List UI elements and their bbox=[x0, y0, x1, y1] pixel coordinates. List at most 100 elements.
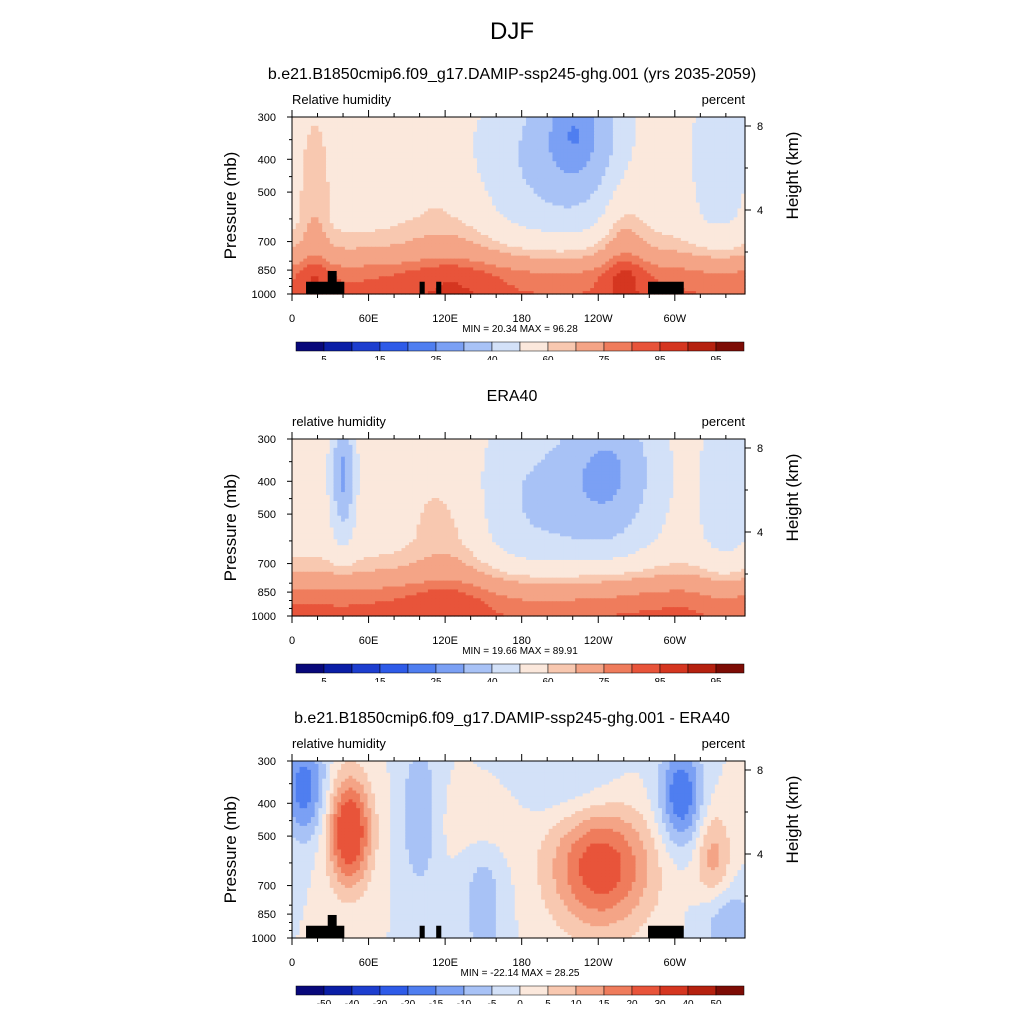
colorbar-swatch bbox=[491, 985, 521, 996]
height-tick-label: 4 bbox=[757, 527, 763, 539]
ylabel-left: Pressure (mb) bbox=[221, 474, 240, 582]
colorbar-label: 85 bbox=[654, 677, 666, 682]
colorbar-swatch bbox=[463, 341, 493, 352]
colorbar-swatch bbox=[379, 985, 409, 996]
colorbar-swatch bbox=[519, 341, 549, 352]
lon-tick-label: 120E bbox=[432, 313, 458, 325]
colorbar-swatch bbox=[603, 341, 633, 352]
colorbar-swatch bbox=[323, 985, 353, 996]
colorbar-swatch bbox=[631, 663, 661, 674]
ylabel-right: Height (km) bbox=[783, 132, 802, 220]
colorbar-label: 60 bbox=[542, 677, 554, 682]
plot-frame bbox=[291, 760, 746, 939]
colorbar-label: 85 bbox=[654, 355, 666, 360]
height-tick-label: 8 bbox=[757, 121, 763, 133]
pressure-tick-label: 700 bbox=[258, 237, 276, 249]
colorbar-label: -30 bbox=[373, 999, 388, 1004]
lon-tick-label: 120W bbox=[584, 957, 613, 969]
colorbar-label: 20 bbox=[626, 999, 638, 1004]
colorbar: -50-40-30-20-15-10-505101520304050 bbox=[295, 985, 745, 1004]
pressure-tick-label: 500 bbox=[258, 187, 276, 199]
ylabel-left: Pressure (mb) bbox=[221, 796, 240, 904]
page-title: DJF bbox=[0, 18, 1024, 46]
lon-tick-label: 60E bbox=[359, 635, 379, 647]
colorbar-swatch bbox=[687, 341, 717, 352]
pressure-tick-label: 1000 bbox=[252, 933, 276, 945]
colorbar-label: -10 bbox=[457, 999, 472, 1004]
colorbar-swatch bbox=[351, 663, 381, 674]
lon-tick-label: 0 bbox=[289, 635, 295, 647]
lon-tick-label: 120W bbox=[584, 313, 613, 325]
topography-block bbox=[648, 925, 684, 938]
colorbar-swatch bbox=[491, 663, 521, 674]
lon-tick-label: 60W bbox=[664, 957, 687, 969]
pressure-tick-label: 300 bbox=[258, 112, 276, 124]
contour-field bbox=[292, 117, 746, 295]
lon-tick-label: 180 bbox=[513, 957, 531, 969]
colorbar-label: 75 bbox=[598, 677, 610, 682]
colorbar-label: 40 bbox=[486, 677, 498, 682]
topography-mask bbox=[306, 914, 684, 938]
colorbar-label: -40 bbox=[345, 999, 360, 1004]
pressure-tick-label: 400 bbox=[258, 798, 276, 810]
topography-block bbox=[327, 914, 337, 938]
colorbar-label: -15 bbox=[429, 999, 444, 1004]
lon-tick-label: 180 bbox=[513, 313, 531, 325]
colorbar-label: 25 bbox=[430, 677, 442, 682]
units-label: percent bbox=[702, 92, 746, 107]
colorbar-swatch bbox=[715, 985, 745, 996]
pressure-tick-label: 500 bbox=[258, 831, 276, 843]
pressure-tick-label: 300 bbox=[258, 756, 276, 768]
colorbar-swatch bbox=[491, 341, 521, 352]
colorbar-swatch bbox=[295, 663, 325, 674]
colorbar-label: 40 bbox=[486, 355, 498, 360]
colorbar-swatch bbox=[631, 985, 661, 996]
lon-tick-label: 0 bbox=[289, 957, 295, 969]
colorbar-label: 60 bbox=[542, 355, 554, 360]
ylabel-left: Pressure (mb) bbox=[221, 152, 240, 260]
colorbar-label: 25 bbox=[430, 355, 442, 360]
height-tick-label: 8 bbox=[757, 443, 763, 455]
colorbar-swatch bbox=[575, 663, 605, 674]
colorbar-label: 5 bbox=[321, 677, 327, 682]
colorbar-swatch bbox=[379, 341, 409, 352]
variable-label: relative humidity bbox=[292, 414, 386, 429]
units-label: percent bbox=[702, 736, 746, 751]
plot-frame bbox=[291, 116, 746, 295]
pressure-tick-label: 700 bbox=[258, 559, 276, 571]
min-max-stats: MIN = -22.14 MAX = 28.25 bbox=[461, 968, 580, 979]
pressure-tick-label: 400 bbox=[258, 154, 276, 166]
colorbar-label: 15 bbox=[598, 999, 610, 1004]
colorbar-swatch bbox=[323, 663, 353, 674]
colorbar-swatch bbox=[435, 341, 465, 352]
colorbar-swatch bbox=[547, 663, 577, 674]
colorbar-swatch bbox=[519, 985, 549, 996]
topography-block bbox=[419, 281, 425, 294]
lon-tick-label: 60W bbox=[664, 635, 687, 647]
colorbar-swatch bbox=[351, 985, 381, 996]
ylabel-right: Height (km) bbox=[783, 776, 802, 864]
colorbar-label: -50 bbox=[317, 999, 332, 1004]
panel-title: b.e21.B1850cmip6.f09_g17.DAMIP-ssp245-gh… bbox=[268, 66, 756, 83]
contour-field bbox=[292, 761, 746, 939]
min-max-stats: MIN = 19.66 MAX = 89.91 bbox=[462, 646, 578, 657]
colorbar-label: 40 bbox=[682, 999, 694, 1004]
lon-tick-label: 60E bbox=[359, 313, 379, 325]
ylabel-right: Height (km) bbox=[783, 454, 802, 542]
colorbar-label: -20 bbox=[401, 999, 416, 1004]
contour-field bbox=[292, 439, 746, 617]
colorbar-label: 5 bbox=[321, 355, 327, 360]
colorbar-swatch bbox=[407, 985, 437, 996]
pressure-tick-label: 300 bbox=[258, 434, 276, 446]
height-tick-label: 4 bbox=[757, 205, 763, 217]
pressure-tick-label: 400 bbox=[258, 476, 276, 488]
panel-difference: b.e21.B1850cmip6.f09_g17.DAMIP-ssp245-gh… bbox=[221, 710, 802, 1004]
lon-tick-label: 60E bbox=[359, 957, 379, 969]
pressure-tick-label: 850 bbox=[258, 909, 276, 921]
colorbar-swatch bbox=[407, 663, 437, 674]
colorbar-swatch bbox=[575, 985, 605, 996]
colorbar-swatch bbox=[603, 985, 633, 996]
colorbar-label: 0 bbox=[517, 999, 523, 1004]
topography-block bbox=[306, 925, 345, 938]
